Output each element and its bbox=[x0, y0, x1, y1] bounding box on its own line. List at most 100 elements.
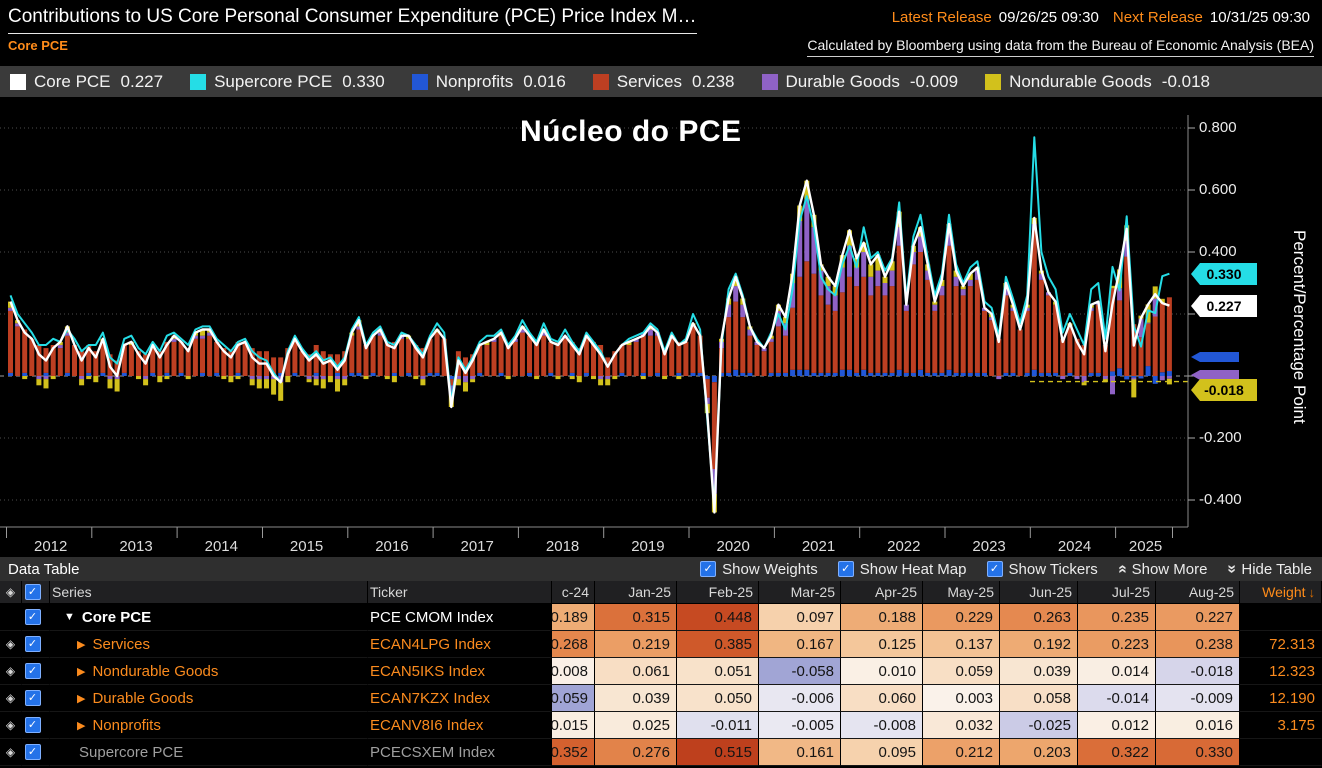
axis-badge-0-018: -0.018 bbox=[1191, 379, 1257, 401]
heat-cell: 0.238 bbox=[1156, 631, 1240, 658]
heat-cell: 0.229 bbox=[923, 604, 1000, 631]
svg-text:2015: 2015 bbox=[290, 538, 323, 555]
diamond-header-icon: ◈ bbox=[0, 581, 22, 604]
svg-text:2019: 2019 bbox=[631, 538, 664, 555]
heat-cell: 0.188 bbox=[841, 604, 923, 631]
heat-cell: -0.059 bbox=[552, 685, 595, 712]
legend-value: 0.330 bbox=[342, 71, 385, 91]
heat-cell: 0.095 bbox=[841, 739, 923, 766]
expand-closed-icon[interactable]: ▶ bbox=[77, 692, 86, 705]
heat-cell: 0.014 bbox=[1078, 658, 1156, 685]
heat-cell: 0.051 bbox=[677, 658, 759, 685]
latest-release-label: Latest Release bbox=[891, 9, 992, 26]
control-show-more[interactable]: » Show More bbox=[1113, 560, 1207, 578]
next-release-value: 10/31/25 09:30 bbox=[1209, 9, 1310, 26]
ticker-cell-supercore-pce[interactable]: PCECSXEM Index bbox=[368, 739, 552, 766]
weight-value: 3.175 bbox=[1240, 712, 1322, 739]
heat-cell: -0.014 bbox=[1078, 685, 1156, 712]
expand-closed-icon[interactable]: ▶ bbox=[77, 719, 86, 732]
y-tick-label: -0.400 bbox=[1199, 491, 1242, 508]
checkbox-checked[interactable]: ✓ bbox=[837, 561, 854, 577]
control-show-tickers[interactable]: ✓ Show Tickers bbox=[986, 561, 1098, 578]
column-header-ticker[interactable]: Ticker bbox=[368, 581, 552, 604]
column-header-c-24[interactable]: c-24 bbox=[552, 581, 595, 604]
heat-cell: 0.235 bbox=[1078, 604, 1156, 631]
legend-label: Durable Goods bbox=[785, 71, 900, 91]
checkbox-checked[interactable]: ✓ bbox=[986, 561, 1003, 577]
legend-item-nonprofits[interactable]: Nonprofits 0.016 bbox=[411, 72, 566, 92]
column-header-may-25[interactable]: May-25 bbox=[923, 581, 1000, 604]
checkbox-checked[interactable]: ✓ bbox=[700, 561, 717, 577]
axis-badge-0-016 bbox=[1191, 352, 1239, 362]
data-table-section: Data Table ✓ Show Weights ✓ Show Heat Map ✓ S… bbox=[0, 557, 1322, 766]
legend-label: Core PCE bbox=[34, 71, 111, 91]
ticker-cell-core-pce[interactable]: PCE CMOM Index bbox=[368, 604, 552, 631]
series-cell-core-pce[interactable]: ▼ Core PCE bbox=[50, 604, 368, 631]
legend-swatch-services bbox=[592, 73, 609, 90]
column-header-jul-25[interactable]: Jul-25 bbox=[1078, 581, 1156, 604]
y-tick-label: -0.200 bbox=[1199, 429, 1242, 446]
column-header-feb-25[interactable]: Feb-25 bbox=[677, 581, 759, 604]
series-cell-nonprofits[interactable]: ▶ Nonprofits bbox=[50, 712, 368, 739]
ticker-cell-services[interactable]: ECAN4LPG Index bbox=[368, 631, 552, 658]
legend-item-nondurable-goods[interactable]: Nondurable Goods -0.018 bbox=[985, 72, 1210, 92]
checkbox-checked[interactable]: ✓ bbox=[24, 717, 41, 733]
svg-text:2024: 2024 bbox=[1058, 538, 1091, 555]
weight-value: 72.313 bbox=[1240, 631, 1322, 658]
legend-item-services[interactable]: Services 0.238 bbox=[592, 71, 735, 92]
latest-release-value: 09/26/25 09:30 bbox=[998, 9, 1099, 26]
checkbox-checked[interactable]: ✓ bbox=[24, 584, 41, 600]
legend-swatch-core-pce bbox=[10, 73, 26, 90]
column-header-aug-25[interactable]: Aug-25 bbox=[1156, 581, 1240, 604]
chart-header: Contributions to US Core Personal Consum… bbox=[0, 0, 1322, 57]
heat-cell: 0.322 bbox=[1078, 739, 1156, 766]
expand-open-icon[interactable]: ▼ bbox=[64, 611, 75, 623]
control-label: Show Weights bbox=[722, 560, 818, 578]
heat-cell: 0.315 bbox=[595, 604, 677, 631]
column-header-jun-25[interactable]: Jun-25 bbox=[1000, 581, 1078, 604]
ticker-cell-durable-goods[interactable]: ECAN7KZX Index bbox=[368, 685, 552, 712]
checkbox-checked[interactable]: ✓ bbox=[24, 663, 41, 679]
legend-item-durable-goods[interactable]: Durable Goods -0.009 bbox=[761, 71, 958, 92]
heat-cell: 0.448 bbox=[677, 604, 759, 631]
series-cell-nondurable-goods[interactable]: ▶ Nondurable Goods bbox=[50, 658, 368, 685]
y-axis-title: Percent/Percentage Point bbox=[1290, 230, 1309, 424]
checkbox-checked[interactable]: ✓ bbox=[24, 609, 41, 625]
column-header-series[interactable]: Series bbox=[50, 581, 368, 604]
legend-value: 0.238 bbox=[691, 71, 735, 91]
heat-cell: 0.330 bbox=[1156, 739, 1240, 766]
column-header-apr-25[interactable]: Apr-25 bbox=[841, 581, 923, 604]
column-header-mar-25[interactable]: Mar-25 bbox=[759, 581, 841, 604]
expand-closed-icon[interactable]: ▶ bbox=[77, 665, 86, 678]
chart-canvas[interactable]: 2012 2013 2014 2015 2016 2017 2018 2019 2020 2021… bbox=[0, 97, 1322, 557]
control-hide-table[interactable]: » Hide Table bbox=[1224, 560, 1312, 578]
expand-closed-icon[interactable]: ▶ bbox=[77, 638, 86, 651]
series-cell-supercore-pce[interactable]: Supercore PCE bbox=[50, 739, 368, 766]
column-header-weight[interactable]: Weight ↓ bbox=[1240, 581, 1322, 604]
checkbox-checked[interactable]: ✓ bbox=[24, 690, 41, 706]
legend-item-core-pce[interactable]: Core PCE 0.227 bbox=[10, 72, 163, 92]
control-show-weights[interactable]: ✓ Show Weights bbox=[700, 561, 818, 578]
data-table-title: Data Table bbox=[8, 560, 80, 578]
checkbox-checked[interactable]: ✓ bbox=[24, 744, 41, 760]
heat-cell: 0.223 bbox=[1078, 631, 1156, 658]
legend-swatch-nonprofits bbox=[411, 73, 428, 90]
row-checkbox-cell: ✓ bbox=[22, 685, 50, 712]
heat-cell: 0.125 bbox=[841, 631, 923, 658]
heat-cell: 0.212 bbox=[923, 739, 1000, 766]
series-cell-durable-goods[interactable]: ▶ Durable Goods bbox=[50, 685, 368, 712]
heat-cell: 0.137 bbox=[923, 631, 1000, 658]
chevrons-up-icon: » bbox=[1113, 564, 1131, 574]
ticker-cell-nondurable-goods[interactable]: ECAN5IKS Index bbox=[368, 658, 552, 685]
legend-item-supercore-pce[interactable]: Supercore PCE 0.330 bbox=[190, 72, 385, 92]
ticker-cell-nonprofits[interactable]: ECANV8I6 Index bbox=[368, 712, 552, 739]
heat-cell: 0.008 bbox=[552, 658, 595, 685]
column-header-jan-25[interactable]: Jan-25 bbox=[595, 581, 677, 604]
data-table-grid: ◈ ✓ Series Ticker c-24 Jan-25 Feb-25 Mar-25 Apr-… bbox=[0, 581, 1322, 766]
heat-cell: 0.097 bbox=[759, 604, 841, 631]
heat-cell: 0.039 bbox=[595, 685, 677, 712]
checkbox-checked[interactable]: ✓ bbox=[24, 636, 41, 652]
series-cell-services[interactable]: ▶ Services bbox=[50, 631, 368, 658]
heat-cell: 0.263 bbox=[1000, 604, 1078, 631]
control-show-heat-map[interactable]: ✓ Show Heat Map bbox=[837, 561, 967, 578]
